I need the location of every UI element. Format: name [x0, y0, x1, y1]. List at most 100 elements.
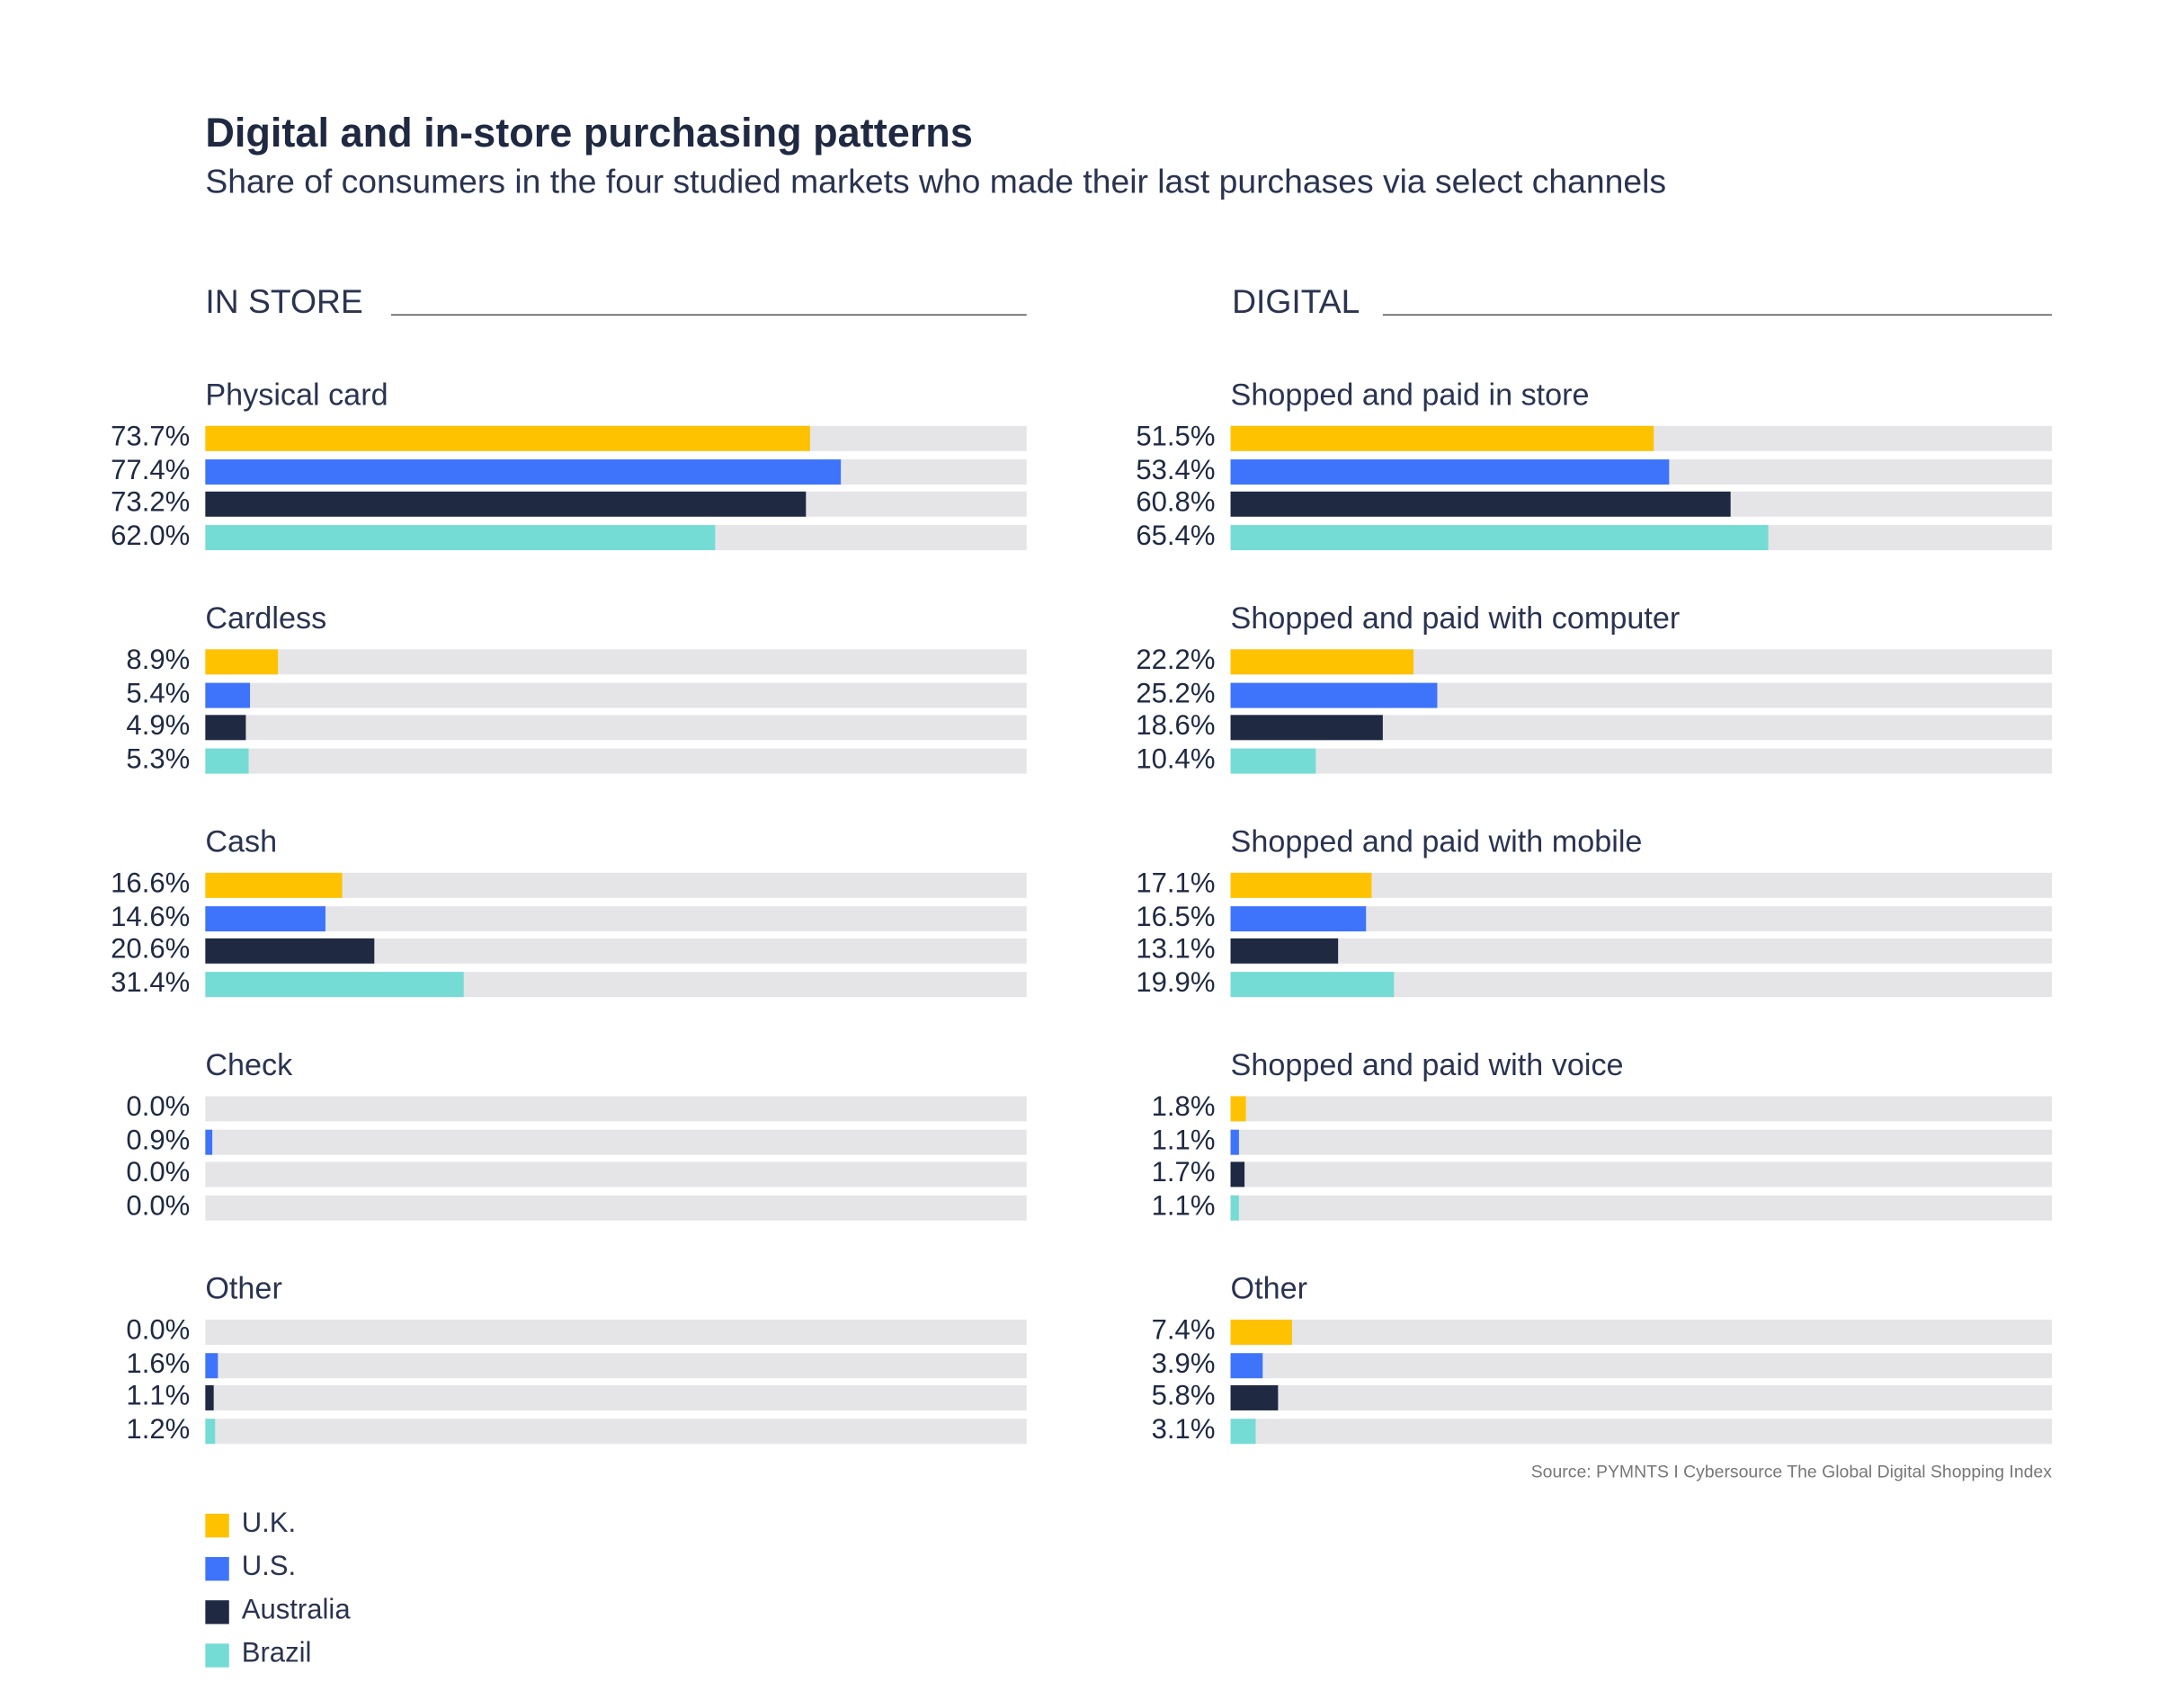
value-label: 73.2%	[111, 487, 191, 519]
value-label: 0.9%	[126, 1125, 191, 1156]
bar-uk	[205, 872, 342, 898]
bar-brazil	[205, 524, 715, 550]
bar-track	[205, 458, 1027, 485]
bar-track	[1230, 1096, 2052, 1122]
value-label: 1.8%	[1151, 1091, 1216, 1123]
panel-divider	[390, 314, 1027, 316]
bar-track	[1230, 649, 2052, 675]
group-label: Physical card	[205, 377, 388, 413]
bar-australia	[1230, 938, 1339, 964]
bar-uk	[1230, 1096, 1245, 1122]
bar-australia	[1230, 491, 1730, 517]
group-label: Cardless	[205, 600, 327, 636]
bar-track	[205, 905, 1027, 931]
bar-track	[1230, 1352, 2052, 1378]
bar-us	[205, 1128, 213, 1154]
value-label: 5.4%	[126, 678, 191, 709]
bar-track	[1230, 524, 2052, 550]
value-label: 19.9%	[1136, 966, 1216, 998]
value-label: 0.0%	[126, 1190, 191, 1222]
bar-australia	[205, 715, 246, 741]
group-label: Other	[1230, 1270, 1308, 1306]
bar-track	[1230, 681, 2052, 707]
value-label: 7.4%	[1151, 1315, 1216, 1347]
value-label: 1.2%	[126, 1413, 191, 1445]
bar-us	[205, 458, 842, 485]
value-label: 0.0%	[126, 1315, 191, 1347]
value-label: 1.1%	[1151, 1190, 1216, 1222]
bar-uk	[1230, 425, 1654, 451]
bar-brazil	[1230, 971, 1395, 997]
bar-us	[205, 1352, 218, 1378]
bar-us	[1230, 905, 1367, 931]
value-label: 20.6%	[111, 934, 191, 965]
value-label: 16.5%	[1136, 901, 1216, 932]
bar-australia	[1230, 715, 1384, 741]
panel-heading-in-store: IN STORE	[205, 283, 363, 322]
value-label: 13.1%	[1136, 934, 1216, 965]
value-label: 51.5%	[1136, 422, 1216, 453]
value-label: 0.0%	[126, 1157, 191, 1188]
value-label: 73.7%	[111, 422, 191, 453]
value-label: 1.1%	[126, 1381, 191, 1412]
group-label: Shopped and paid with computer	[1230, 600, 1681, 636]
value-label: 22.2%	[1136, 645, 1216, 676]
bar-track	[1230, 425, 2052, 451]
bar-uk	[1230, 1319, 1292, 1345]
bar-track	[205, 971, 1027, 997]
bar-track	[205, 1128, 1027, 1154]
value-label: 5.3%	[126, 743, 191, 775]
bar-track	[1230, 1128, 2052, 1154]
bar-track	[205, 649, 1027, 675]
bar-track	[205, 1096, 1027, 1122]
bar-track	[205, 938, 1027, 964]
bar-track	[205, 1161, 1027, 1188]
bar-brazil	[1230, 524, 1768, 550]
bar-us	[205, 681, 250, 707]
bar-australia	[1230, 1384, 1279, 1410]
bar-track	[1230, 491, 2052, 517]
chart-subtitle: Share of consumers in the four studied m…	[205, 163, 1667, 201]
legend-label: Australia	[241, 1594, 351, 1626]
bar-uk	[205, 649, 279, 675]
legend-swatch	[205, 1600, 229, 1624]
source-note: Source: PYMNTS I Cybersource The Global …	[1530, 1462, 2052, 1482]
value-label: 1.1%	[1151, 1125, 1216, 1156]
bar-track	[205, 524, 1027, 550]
value-label: 1.7%	[1151, 1157, 1216, 1188]
bar-track	[1230, 1194, 2052, 1220]
bar-track	[205, 1352, 1027, 1378]
value-label: 1.6%	[126, 1348, 191, 1379]
bar-brazil	[1230, 747, 1316, 773]
bar-track	[205, 1418, 1027, 1444]
bar-track	[1230, 715, 2052, 741]
bar-uk	[1230, 649, 1413, 675]
panel-heading-digital: DIGITAL	[1232, 283, 1360, 322]
bar-track	[205, 1194, 1027, 1220]
value-label: 60.8%	[1136, 487, 1216, 519]
bar-brazil	[1230, 1418, 1256, 1444]
legend-label: U.K.	[241, 1508, 297, 1539]
legend-label: U.S.	[241, 1551, 297, 1583]
bar-brazil	[205, 971, 464, 997]
bar-track	[1230, 747, 2052, 773]
value-label: 8.9%	[126, 645, 191, 676]
bar-track	[205, 715, 1027, 741]
value-label: 0.0%	[126, 1091, 191, 1123]
bar-track	[1230, 1384, 2052, 1410]
bar-us	[1230, 681, 1438, 707]
bar-brazil	[205, 1418, 216, 1444]
panel-divider	[1382, 314, 2052, 316]
value-label: 5.8%	[1151, 1381, 1216, 1412]
bar-track	[1230, 458, 2052, 485]
bar-track	[205, 1384, 1027, 1410]
bar-track	[205, 1319, 1027, 1345]
value-label: 53.4%	[1136, 454, 1216, 485]
group-label: Other	[205, 1270, 282, 1306]
bar-brazil	[205, 747, 249, 773]
bar-track	[205, 425, 1027, 451]
bar-uk	[205, 425, 811, 451]
bar-uk	[1230, 872, 1371, 898]
bar-brazil	[1230, 1194, 1240, 1220]
